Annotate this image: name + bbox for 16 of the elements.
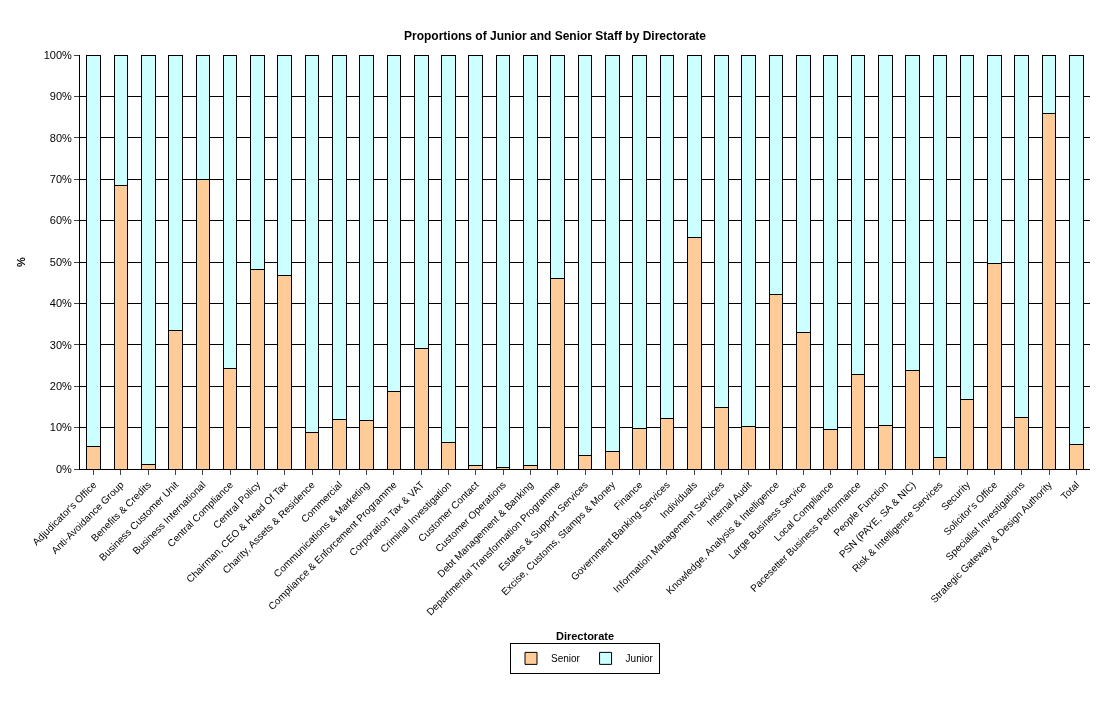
y-tick-label: 20% (49, 380, 72, 393)
y-axis-title: % (15, 256, 28, 267)
legend-label: Junior (625, 653, 654, 665)
y-tick-label: 0% (55, 462, 73, 475)
y-tick-label: 50% (49, 255, 72, 268)
y-tick-label: 70% (49, 173, 72, 186)
chart-title: Proportions of Junior and Senior Staff by Directorate (403, 29, 707, 44)
y-tick-label: 60% (49, 214, 72, 227)
y-tick-label: 10% (49, 421, 72, 434)
y-tick-label: 30% (49, 338, 72, 351)
y-tick-label: 100% (43, 48, 73, 61)
y-tick-label: 90% (49, 90, 72, 103)
legend-label: Senior (551, 653, 581, 665)
x-axis-title: Directorate (555, 629, 615, 642)
y-tick-label: 40% (49, 297, 72, 310)
y-tick-label: 80% (49, 131, 72, 144)
